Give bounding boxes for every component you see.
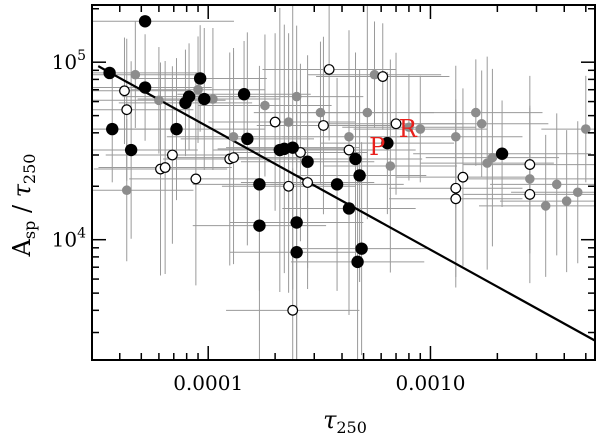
point-gray-26 bbox=[581, 124, 591, 134]
point-filled-11 bbox=[241, 132, 254, 146]
point-filled-8 bbox=[193, 72, 207, 85]
point-filled-4 bbox=[138, 15, 152, 28]
point-gray-18 bbox=[476, 118, 487, 129]
point-filled-22 bbox=[349, 152, 362, 166]
point-filled-1 bbox=[106, 122, 119, 136]
point-filled-21 bbox=[342, 202, 356, 215]
y-tick-label-1e4: 104 bbox=[52, 226, 86, 252]
point-filled-24 bbox=[353, 169, 366, 182]
point-gray-6 bbox=[260, 100, 270, 111]
point-gray-3 bbox=[193, 84, 203, 95]
point-gray-4 bbox=[208, 94, 218, 104]
point-gray-12 bbox=[369, 69, 380, 80]
point-open-4 bbox=[166, 149, 178, 161]
plot-border bbox=[91, 4, 596, 361]
point-filled-2 bbox=[124, 143, 138, 157]
point-open-3 bbox=[159, 162, 171, 173]
point-open-1 bbox=[121, 104, 133, 116]
plot-frame bbox=[91, 4, 596, 361]
point-gray-2 bbox=[154, 95, 164, 106]
point-open-17 bbox=[390, 118, 402, 130]
point-gray-5 bbox=[228, 131, 239, 142]
point-gray-0 bbox=[121, 185, 132, 196]
point-open-10 bbox=[287, 304, 299, 316]
point-open-9 bbox=[283, 180, 295, 192]
point-filled-3 bbox=[138, 81, 152, 94]
point-gray-17 bbox=[471, 107, 481, 118]
point-gray-20 bbox=[487, 152, 498, 163]
y-axis-label: Asp / τ250 bbox=[8, 154, 39, 258]
point-filled-16 bbox=[286, 141, 299, 154]
point-open-13 bbox=[318, 120, 329, 131]
point-gray-16 bbox=[450, 131, 461, 142]
point-open-8 bbox=[269, 116, 281, 128]
point-gray-14 bbox=[404, 122, 414, 133]
point-filled-5 bbox=[170, 122, 183, 136]
point-gray-11 bbox=[362, 107, 373, 118]
y-tick-label-1e5: 105 bbox=[52, 48, 86, 74]
point-open-12 bbox=[302, 177, 313, 188]
point-filled-0 bbox=[103, 66, 116, 80]
annotation-r: R bbox=[399, 115, 418, 143]
point-open-19 bbox=[450, 182, 462, 194]
point-filled-27 bbox=[495, 147, 509, 160]
point-filled-25 bbox=[355, 242, 368, 255]
point-open-21 bbox=[524, 188, 536, 200]
x-tick-label-0.0001: 0.0001 bbox=[173, 371, 243, 395]
point-filled-7 bbox=[182, 90, 196, 103]
point-filled-12 bbox=[253, 219, 266, 232]
point-gray-21 bbox=[525, 174, 535, 184]
point-gray-1 bbox=[130, 69, 141, 80]
point-gray-10 bbox=[344, 131, 354, 142]
point-gray-15 bbox=[415, 124, 426, 134]
point-gray-22 bbox=[540, 201, 551, 211]
point-open-20 bbox=[457, 171, 469, 183]
point-open-22 bbox=[524, 159, 536, 170]
point-open-0 bbox=[119, 85, 130, 97]
point-filled-19 bbox=[301, 155, 314, 168]
point-filled-20 bbox=[330, 178, 344, 191]
point-gray-23 bbox=[551, 179, 562, 190]
point-gray-9 bbox=[315, 107, 326, 118]
point-gray-24 bbox=[561, 196, 572, 206]
point-filled-23 bbox=[351, 255, 364, 269]
point-open-16 bbox=[377, 71, 389, 82]
annotations: P R bbox=[369, 115, 418, 161]
x-axis-label: τ250 bbox=[323, 406, 367, 435]
error-bars bbox=[92, 5, 595, 360]
point-open-5 bbox=[190, 173, 202, 185]
point-filled-10 bbox=[237, 88, 251, 101]
point-open-14 bbox=[323, 64, 335, 75]
annotation-p: P bbox=[369, 133, 385, 161]
axis-ticks bbox=[91, 5, 595, 360]
point-gray-8 bbox=[291, 91, 302, 102]
point-gray-13 bbox=[385, 161, 396, 171]
x-tick-label-0.0010: 0.0010 bbox=[395, 371, 465, 395]
point-filled-13 bbox=[253, 178, 266, 191]
point-open-7 bbox=[228, 152, 239, 164]
point-open-18 bbox=[450, 193, 462, 205]
tick-labels: 0.0001 0.0010 104 105 bbox=[52, 48, 466, 395]
point-gray-25 bbox=[572, 187, 583, 198]
point-gray-7 bbox=[283, 117, 294, 127]
point-open-15 bbox=[343, 144, 355, 156]
point-filled-17 bbox=[290, 246, 303, 259]
point-filled-9 bbox=[198, 92, 211, 106]
point-filled-18 bbox=[290, 216, 303, 229]
data-markers bbox=[103, 15, 591, 316]
point-filled-26 bbox=[381, 136, 394, 150]
